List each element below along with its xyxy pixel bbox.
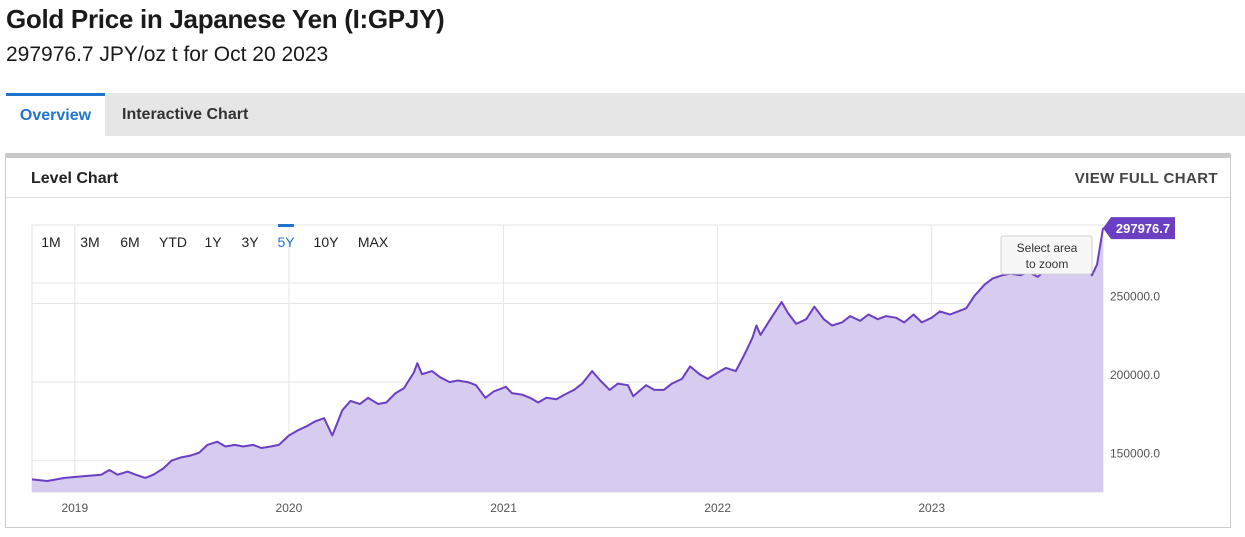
- series-area: [32, 228, 1103, 492]
- last-value-badge: [1103, 217, 1175, 240]
- y-tick-label: 200000.0: [1110, 368, 1160, 382]
- range-button-ytd[interactable]: YTD: [159, 234, 187, 250]
- tab-bar: Overview Interactive Chart: [6, 93, 1245, 136]
- range-button-5y[interactable]: 5Y: [277, 234, 295, 250]
- x-tick-label: 2019: [61, 501, 88, 515]
- page-title: Gold Price in Japanese Yen (I:GPJY): [6, 4, 445, 34]
- tab-overview[interactable]: Overview: [6, 93, 105, 136]
- range-button-1y[interactable]: 1Y: [204, 234, 222, 250]
- panel-header: Level Chart VIEW FULL CHART: [6, 158, 1230, 198]
- range-button-10y[interactable]: 10Y: [314, 234, 340, 250]
- range-button-3y[interactable]: 3Y: [241, 234, 259, 250]
- zoom-hint-line1: Select area: [1017, 241, 1078, 255]
- page-subtitle: 297976.7 JPY/oz t for Oct 20 2023: [6, 43, 329, 66]
- x-tick-label: 2023: [918, 501, 945, 515]
- zoom-hint-line2: to zoom: [1026, 257, 1069, 271]
- range-button-3m[interactable]: 3M: [80, 234, 99, 250]
- last-value-label: 297976.7: [1116, 221, 1170, 236]
- series-line: [31, 228, 1104, 482]
- panel-title: Level Chart: [31, 170, 119, 187]
- tab-interactive-chart[interactable]: Interactive Chart: [122, 106, 249, 123]
- zoom-hint-box: [1000, 235, 1093, 275]
- view-full-chart-link[interactable]: VIEW FULL CHART: [1074, 170, 1218, 187]
- y-tick-label: 250000.0: [1110, 290, 1160, 304]
- range-button-1m[interactable]: 1M: [41, 234, 60, 250]
- y-tick-label: 150000.0: [1110, 447, 1160, 461]
- x-tick-label: 2020: [276, 501, 303, 515]
- x-tick-label: 2021: [490, 501, 517, 515]
- x-tick-label: 2022: [704, 501, 731, 515]
- range-button-max[interactable]: MAX: [358, 234, 389, 250]
- range-button-active-indicator: [278, 224, 294, 227]
- range-button-6m[interactable]: 6M: [120, 234, 139, 250]
